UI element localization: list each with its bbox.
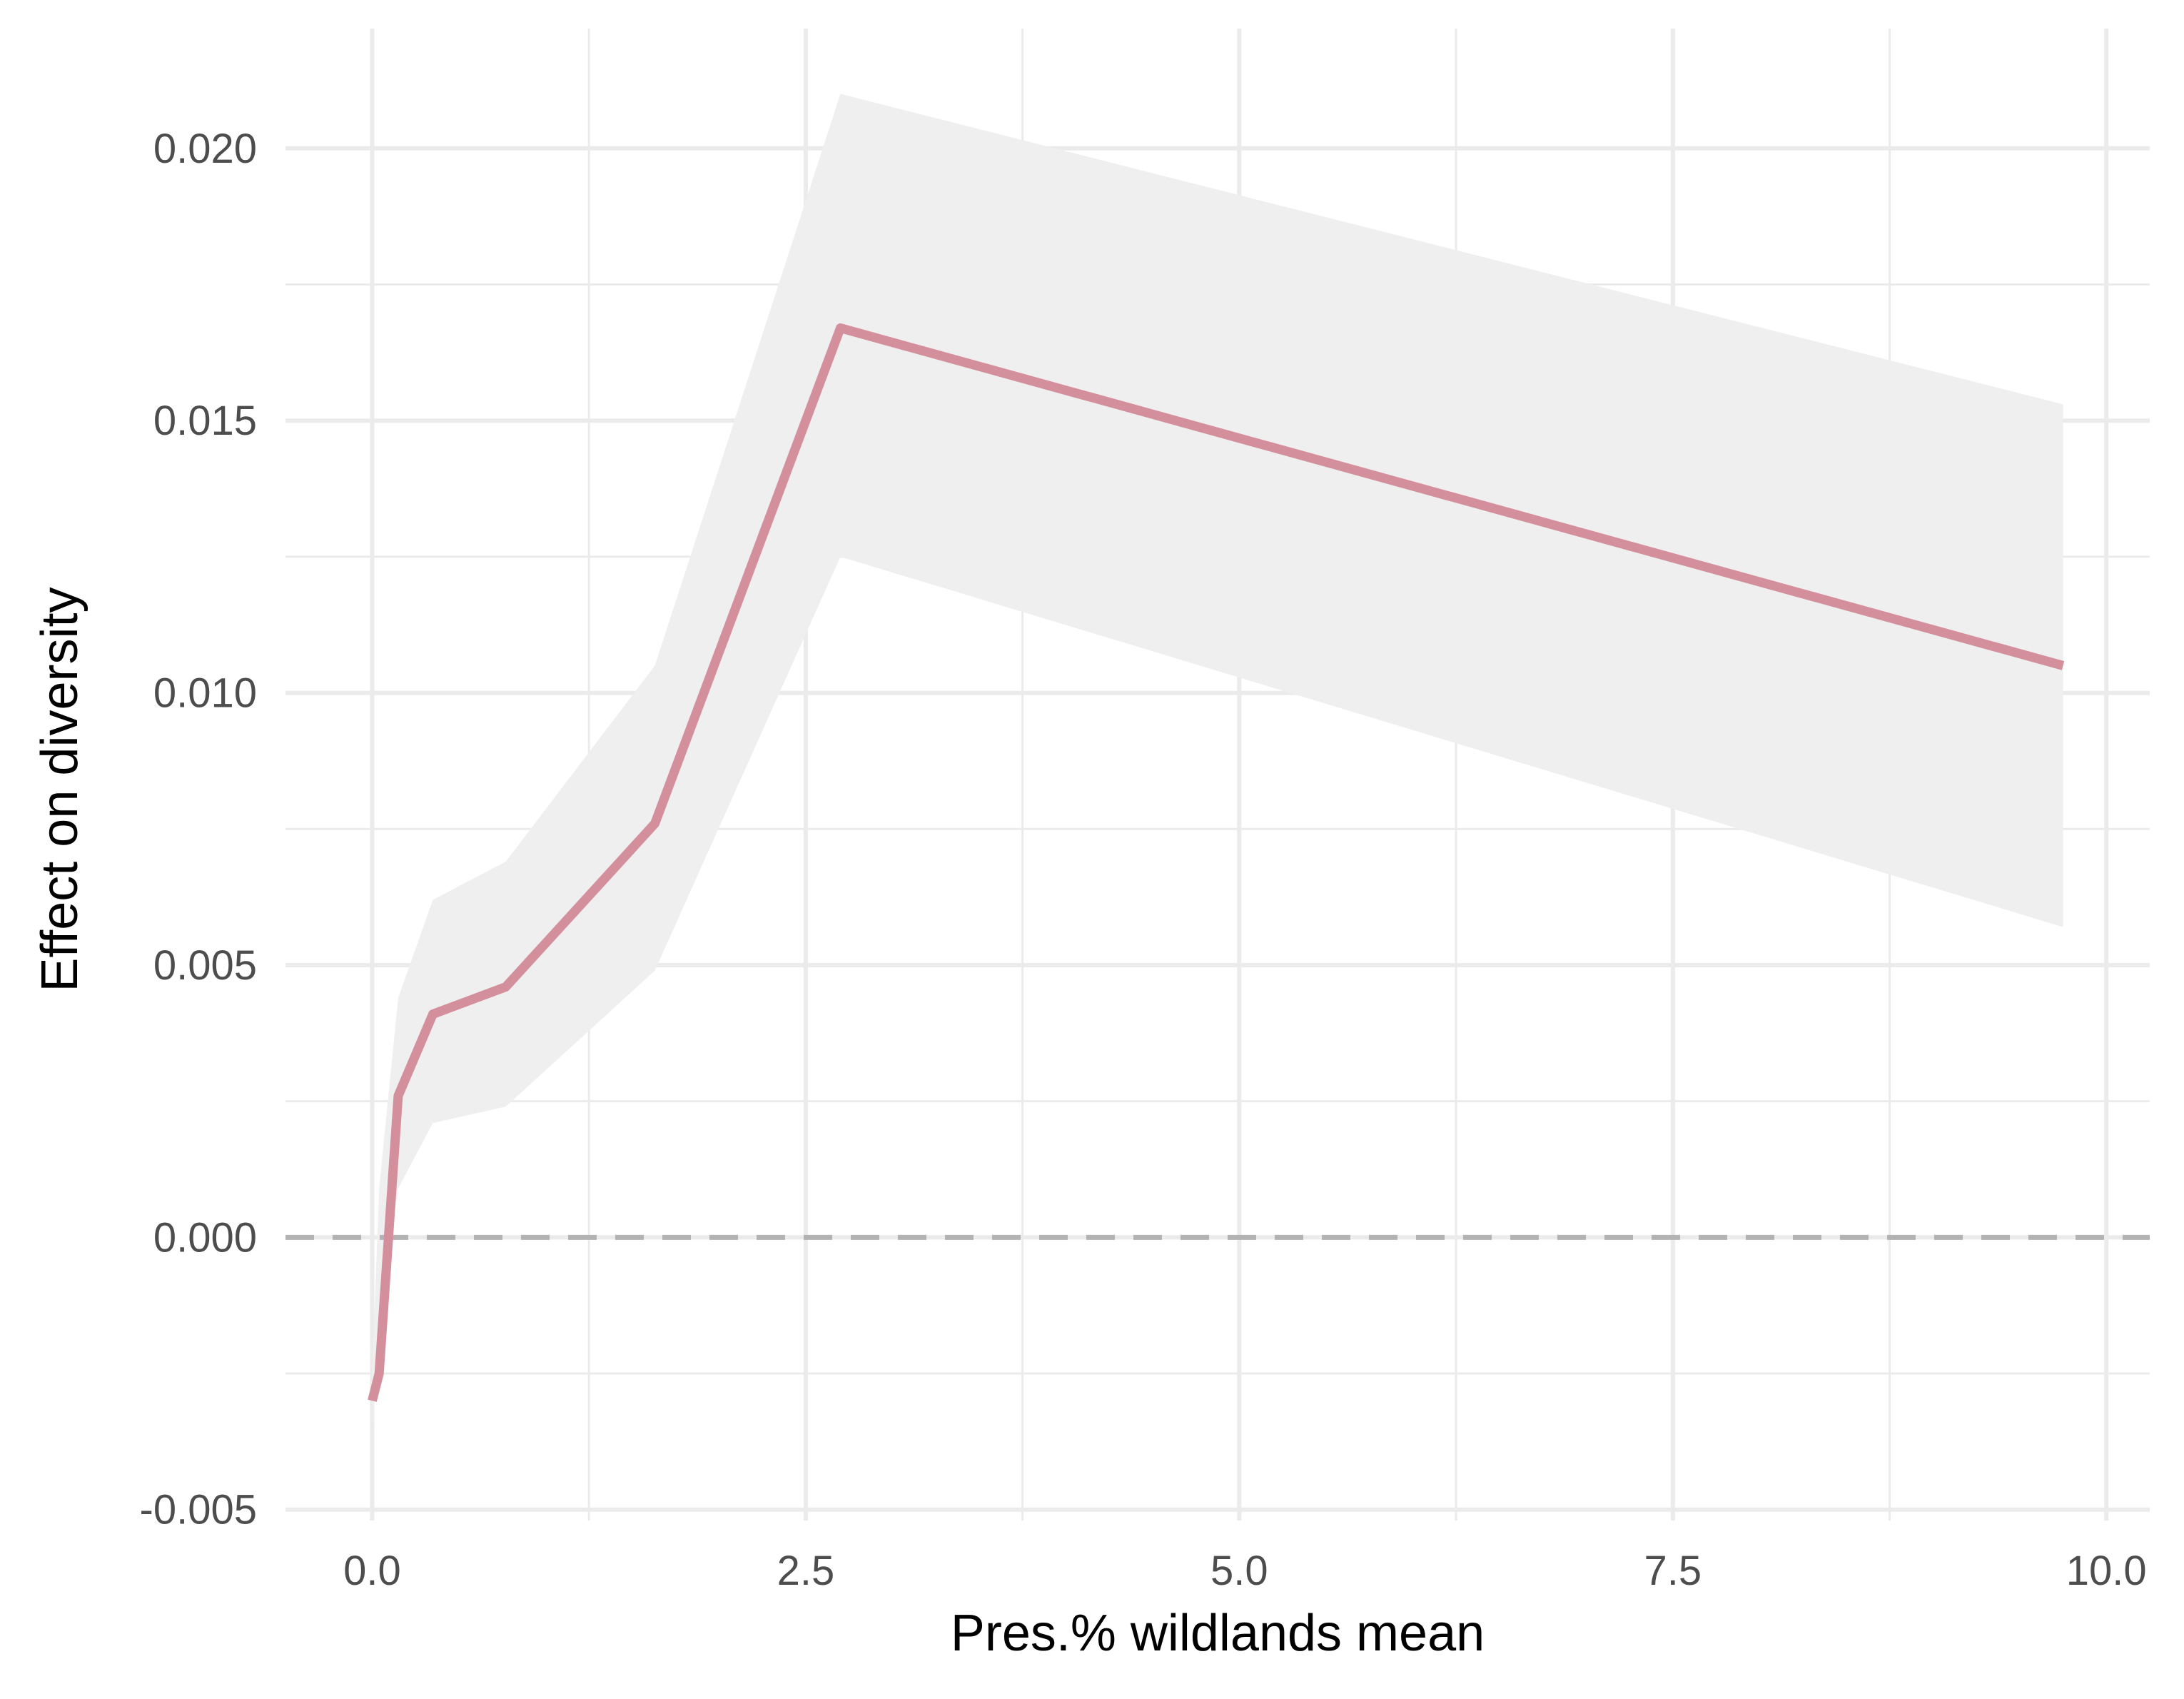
y-tick-label: 0.015 — [153, 398, 257, 444]
effect-line — [368, 323, 2065, 1402]
y-tick-label: 0.010 — [153, 670, 257, 717]
x-tick-label: 10.0 — [2066, 1548, 2147, 1594]
y-axis-title: Effect on diversity — [31, 588, 89, 992]
series-line-layer — [368, 323, 2065, 1402]
x-tick-labels: 0.0 2.5 5.0 7.5 10.0 — [343, 1548, 2147, 1594]
x-tick-label: 2.5 — [777, 1548, 835, 1594]
y-tick-label: 0.020 — [153, 126, 257, 172]
x-tick-label: 7.5 — [1644, 1548, 1702, 1594]
x-axis-title: Pres.% wildlands mean — [951, 1605, 1485, 1662]
x-tick-label: 5.0 — [1210, 1548, 1268, 1594]
y-tick-label: 0.000 — [153, 1214, 257, 1261]
confidence-band — [372, 94, 2063, 1428]
confidence-band-layer — [372, 94, 2063, 1428]
y-tick-label: 0.005 — [153, 942, 257, 989]
x-tick-label: 0.0 — [343, 1548, 401, 1594]
y-tick-labels: -0.005 0.000 0.005 0.010 0.015 0.020 — [140, 126, 257, 1533]
y-tick-label: -0.005 — [140, 1487, 257, 1533]
